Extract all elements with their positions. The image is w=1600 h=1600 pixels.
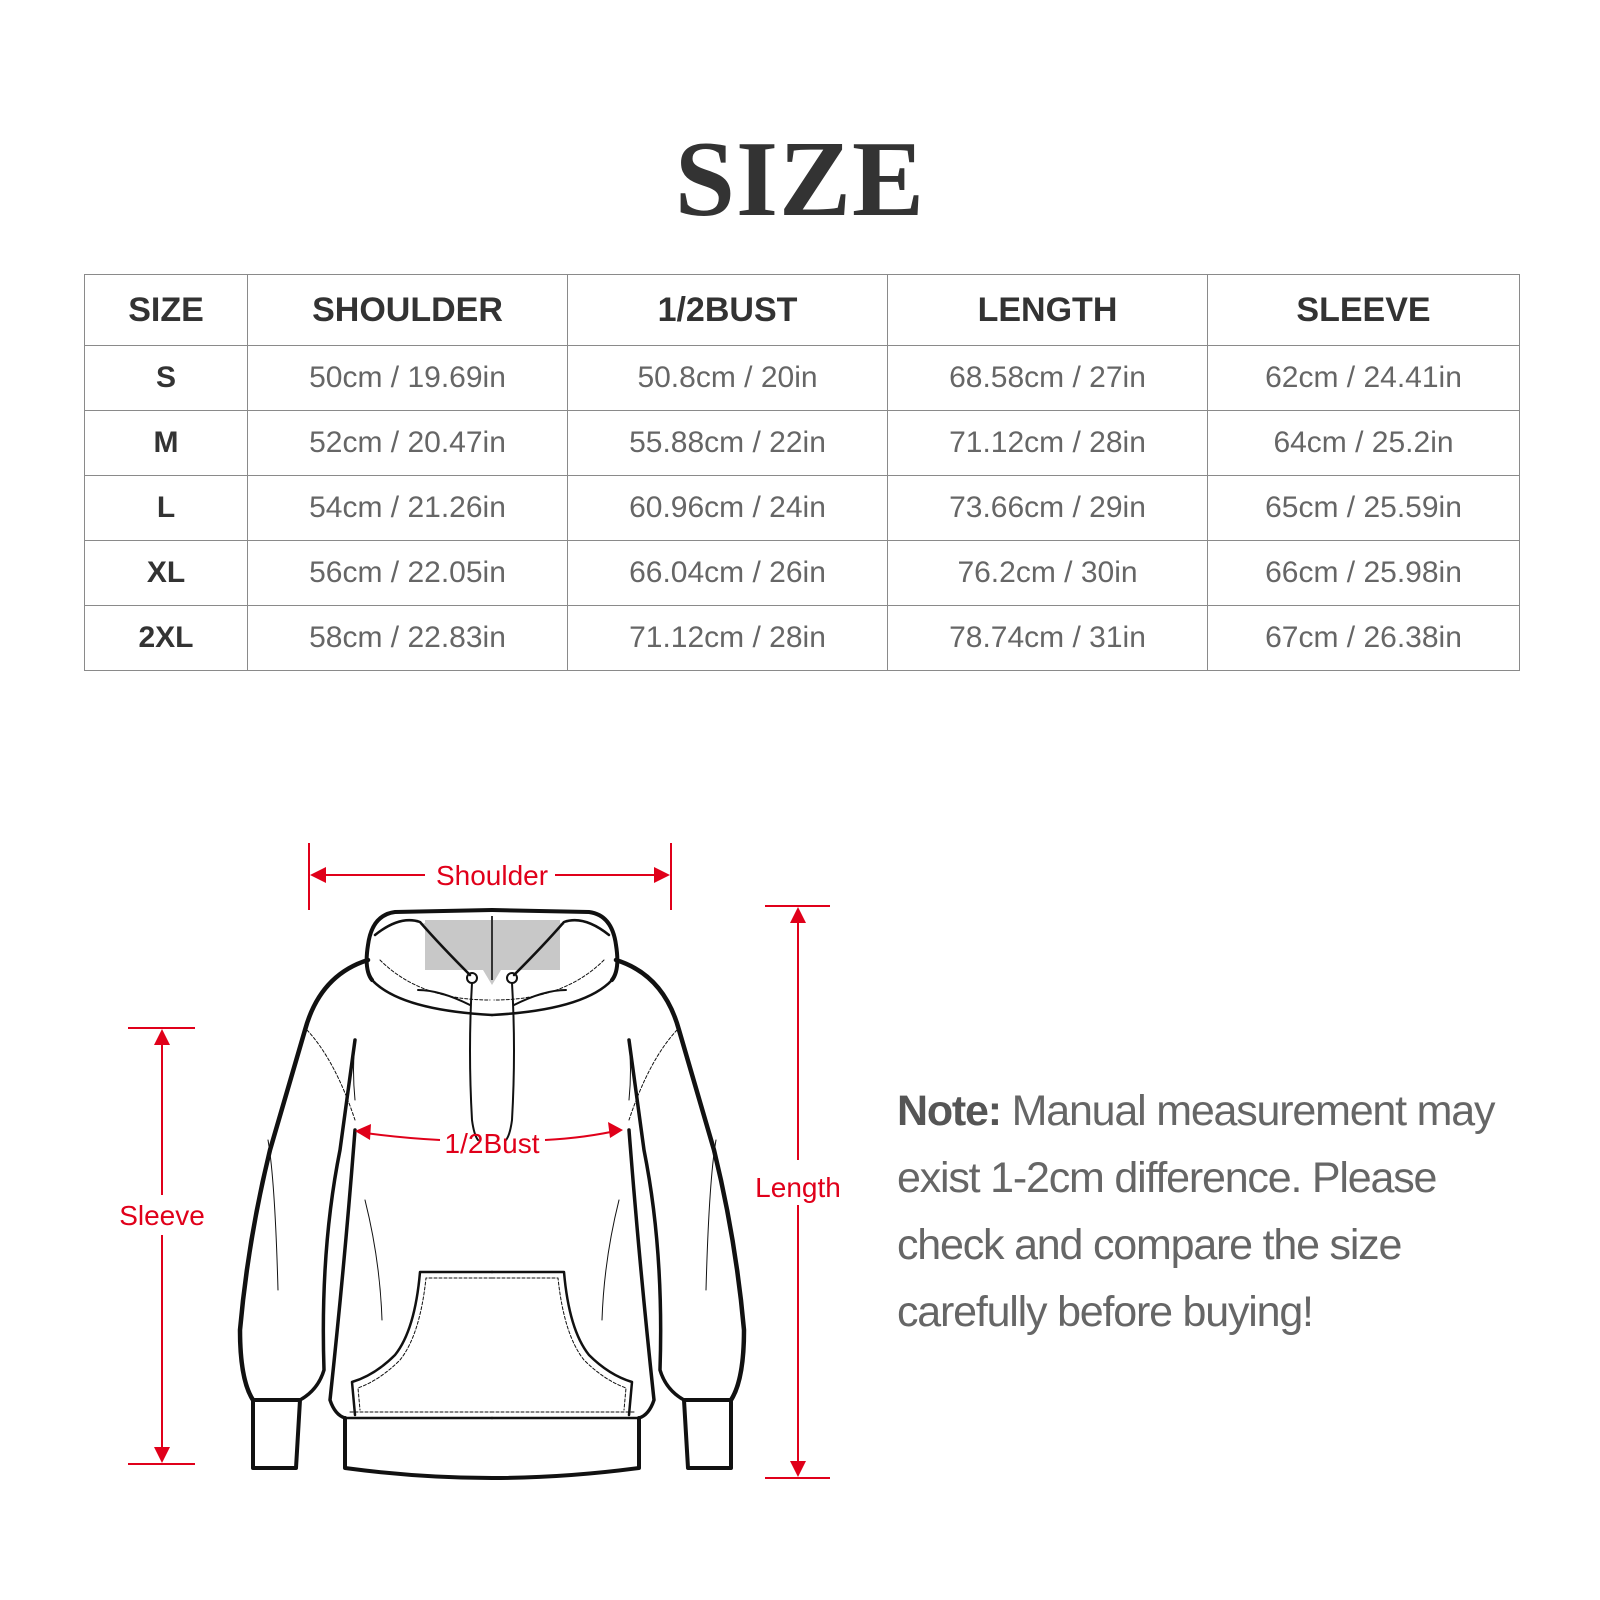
measurement-cell: 76.2cm / 30in [887,540,1208,606]
sleeve-label: Sleeve [119,1200,205,1231]
page-title: SIZE [674,120,926,239]
measurement-cell: 71.12cm / 28in [887,410,1208,476]
table-row: M 52cm / 20.47in 55.88cm / 22in 71.12cm / 2… [84,410,1520,476]
measurement-cell: 66cm / 25.98in [1207,540,1520,606]
column-header: LENGTH [887,274,1208,346]
arrow-icon [154,1029,170,1045]
column-header: 1/2BUST [567,274,888,346]
arrow-icon [608,1122,623,1138]
measurement-cell: 62cm / 24.41in [1207,345,1520,411]
measurement-cell: 71.12cm / 28in [567,605,888,671]
measurement-cell: 65cm / 25.59in [1207,475,1520,541]
bust-label: 1/2Bust [445,1128,540,1159]
measurement-cell: 50.8cm / 20in [567,345,888,411]
measurement-cell: 67cm / 26.38in [1207,605,1520,671]
measurement-cell: 54cm / 21.26in [247,475,568,541]
table-row: S 50cm / 19.69in 50.8cm / 20in 68.58cm / 27… [84,345,1520,411]
size-cell: M [84,410,248,476]
arrow-icon [355,1124,371,1140]
measurement-cell: 50cm / 19.69in [247,345,568,411]
arrow-icon [790,1461,806,1477]
hoodie-left-half [237,908,494,1480]
table-row: 2XL 58cm / 22.83in 71.12cm / 28in 78.74cm /… [84,605,1520,671]
arrow-icon [790,907,806,923]
table-header-row: SIZE SHOULDER 1/2BUST LENGTH SLEEVE [84,274,1520,346]
arrow-icon [654,867,670,883]
column-header: SIZE [84,274,248,346]
size-cell: S [84,345,248,411]
measurement-cell: 64cm / 25.2in [1207,410,1520,476]
size-cell: 2XL [84,605,248,671]
measurement-cell: 60.96cm / 24in [567,475,888,541]
measurement-cell: 78.74cm / 31in [887,605,1208,671]
table-row: L 54cm / 21.26in 60.96cm / 24in 73.66cm / 2… [84,475,1520,541]
measurement-cell: 52cm / 20.47in [247,410,568,476]
arrow-icon [154,1447,170,1463]
note-body: Manual measurement may exist 1-2cm diffe… [897,1087,1495,1336]
length-label: Length [755,1172,841,1203]
measurement-cell: 56cm / 22.05in [247,540,568,606]
measurement-cell: 73.66cm / 29in [887,475,1208,541]
measurement-cell: 58cm / 22.83in [247,605,568,671]
measurement-cell: 66.04cm / 26in [567,540,888,606]
column-header: SLEEVE [1207,274,1520,346]
arrow-icon [310,867,326,883]
shoulder-label: Shoulder [436,860,548,891]
measurement-cell: 55.88cm / 22in [567,410,888,476]
table-row: XL 56cm / 22.05in 66.04cm / 26in 76.2cm / 3… [84,540,1520,606]
size-cell: L [84,475,248,541]
note-text: Note: Manual measurement may exist 1-2cm… [897,1078,1537,1346]
size-table: SIZE SHOULDER 1/2BUST LENGTH SLEEVE S 50c… [84,274,1520,671]
note-label: Note: [897,1087,1002,1135]
measurement-annotations [128,843,830,1479]
